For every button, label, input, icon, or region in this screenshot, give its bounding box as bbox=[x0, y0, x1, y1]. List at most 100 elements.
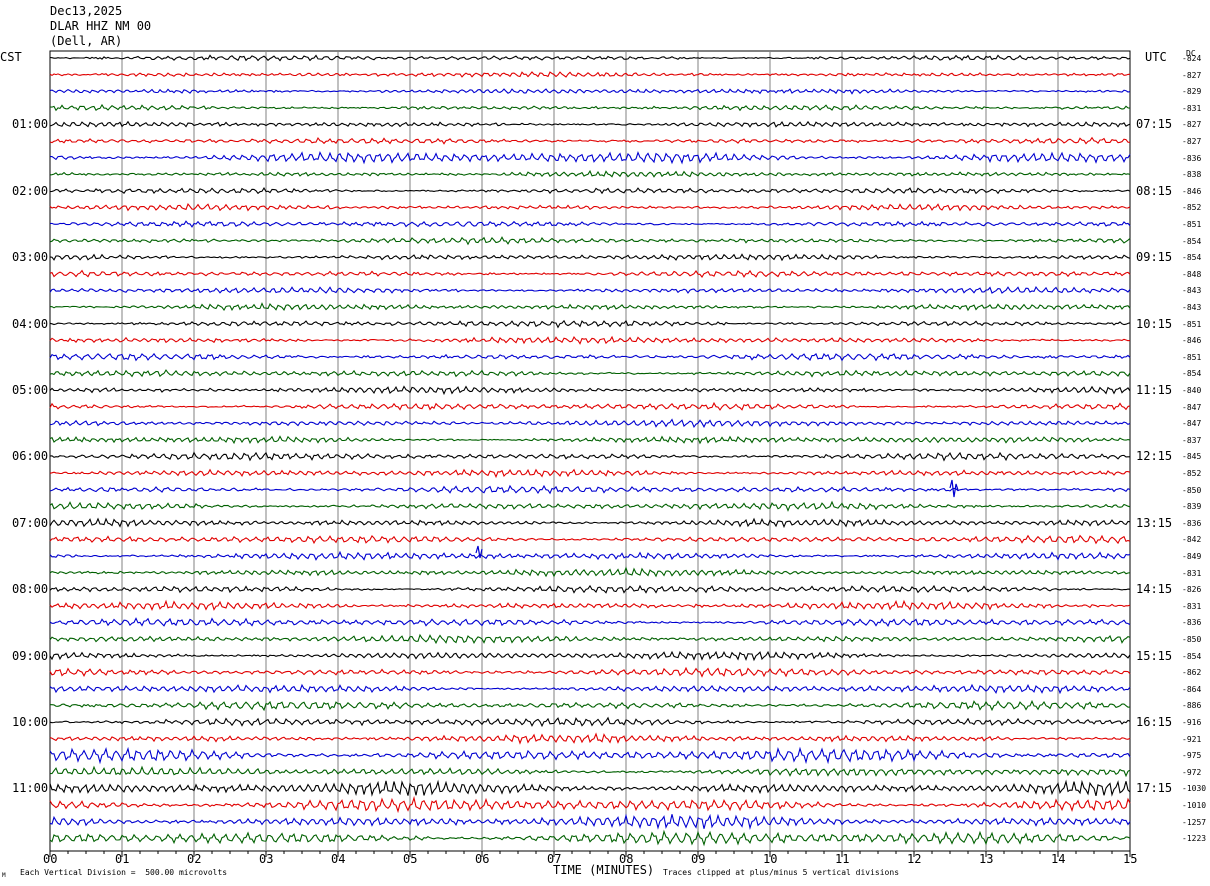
dc-offset-label: -1010 bbox=[1182, 801, 1207, 810]
dc-offset-label: -1030 bbox=[1182, 784, 1207, 794]
dc-offset-label: -838 bbox=[1182, 170, 1202, 180]
corner-mark: M bbox=[2, 872, 6, 879]
left-hour-label: 10:00 bbox=[12, 715, 49, 729]
dc-offset-label: -854 bbox=[1182, 236, 1202, 246]
x-tick-label: 14 bbox=[1051, 852, 1066, 866]
trace-row bbox=[49, 500, 1131, 512]
right-hour-label: 15:15 bbox=[1136, 648, 1173, 663]
x-tick-label: 02 bbox=[187, 852, 202, 866]
x-tick-label: 07 bbox=[547, 852, 562, 866]
dc-offset-label: -831 bbox=[1182, 568, 1202, 578]
dc-offset-label: -843 bbox=[1182, 286, 1202, 296]
trace-row bbox=[49, 319, 1131, 329]
trace-row bbox=[49, 136, 1131, 145]
dc-header-label: DC bbox=[1186, 49, 1196, 58]
dc-offset-label: -824 bbox=[1182, 54, 1202, 63]
dc-offset-label: -827 bbox=[1182, 137, 1202, 146]
x-tick-label: 04 bbox=[331, 852, 346, 866]
scale-note: Each Vertical Division = 500.00 microvol… bbox=[20, 868, 228, 877]
trace-row bbox=[49, 633, 1131, 645]
left-hour-label: 11:00 bbox=[12, 781, 49, 796]
dc-offset-label: -852 bbox=[1182, 469, 1202, 478]
trace-row bbox=[49, 779, 1131, 797]
trace-row bbox=[49, 599, 1131, 612]
trace-row bbox=[49, 120, 1131, 128]
dc-offset-label: -836 bbox=[1182, 518, 1202, 528]
date-label: Dec13,2025 bbox=[50, 4, 123, 18]
trace-row bbox=[49, 352, 1131, 362]
dc-offset-label: -864 bbox=[1182, 684, 1202, 694]
dc-offset-label: -843 bbox=[1182, 303, 1202, 312]
dc-offset-label: -827 bbox=[1182, 120, 1202, 130]
left-hour-label: 05:00 bbox=[12, 383, 49, 397]
trace-row bbox=[50, 151, 1131, 165]
dc-offset-label: -972 bbox=[1182, 767, 1202, 777]
left-hour-label: 03:00 bbox=[12, 250, 49, 265]
dc-offset-label: -975 bbox=[1182, 751, 1202, 761]
trace-row bbox=[49, 468, 1131, 479]
right-hour-label: 17:15 bbox=[1136, 781, 1173, 796]
left-hour-label: 01:00 bbox=[12, 117, 49, 132]
left-hour-label: 09:00 bbox=[12, 648, 49, 663]
x-tick-label: 13 bbox=[979, 852, 994, 866]
dc-offset-label: -842 bbox=[1182, 535, 1202, 545]
trace-row bbox=[49, 103, 1131, 112]
trace-row bbox=[49, 253, 1131, 262]
dc-offset-label: -846 bbox=[1182, 186, 1202, 196]
location-label: (Dell, AR) bbox=[50, 34, 123, 48]
right-hour-label: 16:15 bbox=[1136, 715, 1173, 729]
trace-row bbox=[49, 220, 1131, 228]
x-tick-label: 11 bbox=[835, 852, 850, 866]
right-hour-label: 09:15 bbox=[1136, 250, 1173, 265]
trace-row bbox=[49, 716, 1131, 728]
dc-offset-label: -854 bbox=[1182, 369, 1202, 379]
dc-offset-label: -1223 bbox=[1182, 834, 1207, 844]
left-hour-label: 04:00 bbox=[12, 316, 49, 331]
trace-row bbox=[49, 335, 1131, 345]
x-tick-label: 08 bbox=[619, 852, 634, 866]
clip-note: Traces clipped at plus/minus 5 vertical … bbox=[663, 868, 900, 877]
left-hour-label: 02:00 bbox=[12, 183, 49, 198]
dc-offset-label: -851 bbox=[1182, 319, 1202, 329]
x-tick-label: 03 bbox=[259, 852, 274, 866]
trace-row bbox=[49, 88, 1131, 95]
dc-offset-label: -854 bbox=[1182, 253, 1202, 263]
trace-row bbox=[49, 683, 1131, 695]
right-hour-label: 10:15 bbox=[1136, 316, 1173, 331]
right-hour-label: 12:15 bbox=[1136, 449, 1173, 464]
trace-row bbox=[49, 650, 1131, 662]
right-hour-label: 13:15 bbox=[1136, 515, 1173, 530]
trace-row bbox=[49, 829, 1131, 847]
dc-offset-label: -846 bbox=[1182, 336, 1202, 346]
dc-offset-label: -916 bbox=[1182, 718, 1202, 727]
trace-row bbox=[49, 566, 1131, 578]
right-hour-label: 08:15 bbox=[1136, 183, 1173, 198]
dc-offset-label: -1257 bbox=[1182, 817, 1207, 827]
trace-row bbox=[50, 699, 1131, 712]
dc-offset-label: -849 bbox=[1182, 552, 1202, 561]
trace-row bbox=[49, 534, 1131, 545]
dc-offset-label: -839 bbox=[1182, 502, 1202, 512]
trace-row bbox=[49, 813, 1131, 831]
dc-offset-label: -836 bbox=[1182, 153, 1202, 163]
trace-row bbox=[49, 550, 1131, 561]
trace-row bbox=[49, 435, 1131, 445]
trace-row bbox=[49, 169, 1131, 178]
trace-row bbox=[49, 71, 1131, 78]
right-timezone-label: UTC bbox=[1145, 50, 1167, 64]
dc-offset-label: -850 bbox=[1182, 485, 1202, 495]
dc-offset-label: -837 bbox=[1182, 435, 1202, 445]
trace-row bbox=[49, 269, 1131, 278]
x-tick-label: 06 bbox=[475, 852, 490, 866]
dc-offset-label: -886 bbox=[1182, 701, 1202, 711]
trace-row bbox=[49, 203, 1131, 212]
dc-offset-label: -850 bbox=[1182, 635, 1202, 644]
dc-offset-label: -827 bbox=[1182, 70, 1202, 80]
trace-row bbox=[49, 795, 1131, 814]
trace-row bbox=[49, 584, 1131, 594]
right-hour-label: 11:15 bbox=[1136, 383, 1173, 397]
event-spike bbox=[475, 545, 483, 559]
dc-offset-label: -845 bbox=[1182, 452, 1202, 462]
trace-row bbox=[49, 765, 1131, 778]
